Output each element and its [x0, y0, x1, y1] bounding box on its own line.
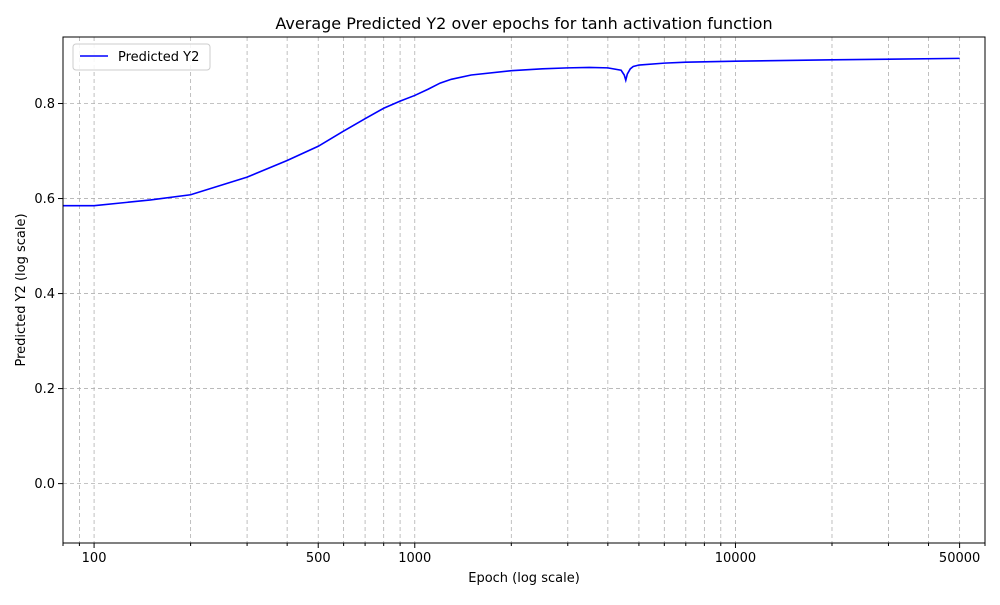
x-tick-label: 50000 — [939, 551, 980, 566]
x-tick-label: 10000 — [715, 551, 756, 566]
series-line-predicted-y2 — [63, 57, 960, 207]
plot-frame — [62, 36, 986, 544]
chart-title: Average Predicted Y2 over epochs for tan… — [275, 14, 772, 33]
y-axis-label: Predicted Y2 (log scale) — [14, 213, 29, 366]
x-axis-label: Epoch (log scale) — [468, 571, 580, 586]
legend: Predicted Y2 — [72, 43, 211, 71]
legend-box — [72, 43, 211, 71]
x-tick-label: 500 — [306, 551, 331, 566]
grid — [62, 37, 986, 543]
y-tick-label: 0.0 — [34, 477, 55, 492]
axes-ticks: 100 500 1000 10000 50000 0.0 0.2 0.4 0.6 0.8 — [34, 97, 986, 566]
y-tick-label: 0.6 — [34, 192, 55, 207]
y-tick-label: 0.2 — [34, 382, 55, 397]
y-tick-label: 0.8 — [34, 97, 55, 112]
series-layer — [63, 57, 960, 207]
legend-label: Predicted Y2 — [118, 50, 199, 65]
x-tick-label: 100 — [82, 551, 107, 566]
x-tick-label: 1000 — [398, 551, 431, 566]
y-tick-label: 0.4 — [34, 287, 55, 302]
